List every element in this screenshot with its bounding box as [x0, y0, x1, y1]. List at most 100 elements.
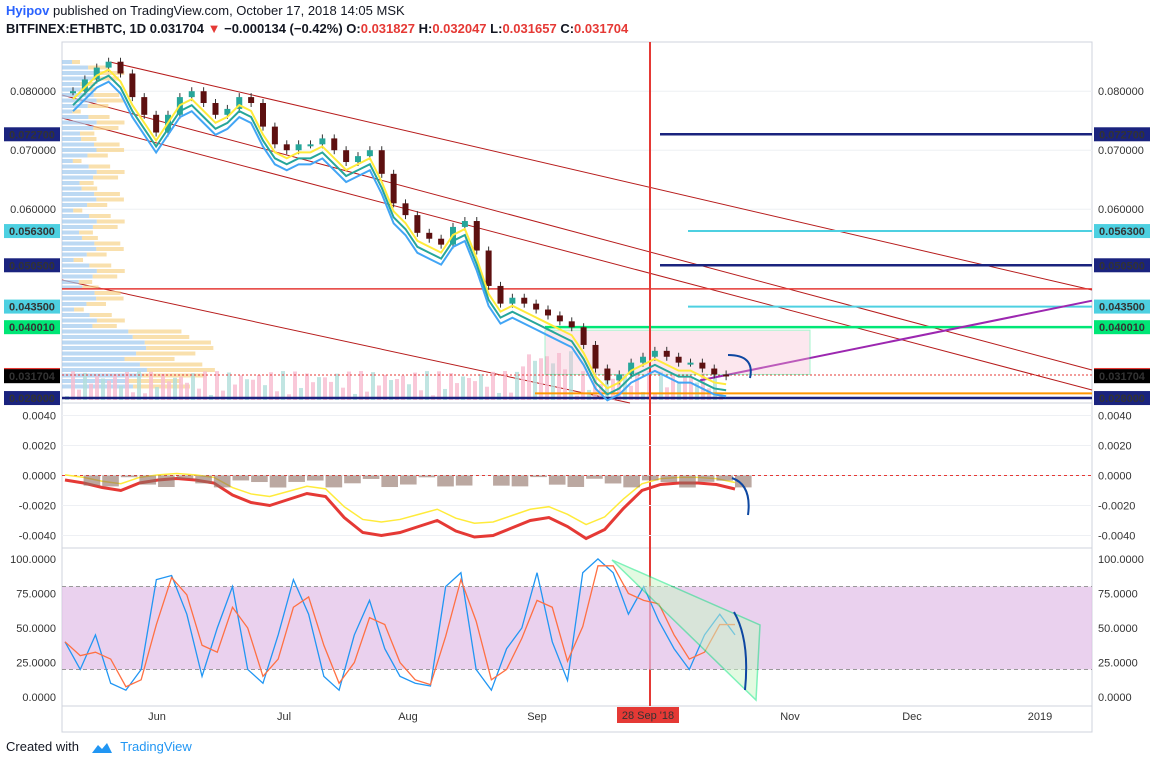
volume-profile-bar	[86, 302, 106, 306]
price-pane[interactable]	[61, 42, 1093, 706]
volume-bar	[413, 372, 417, 400]
volume-profile-bar	[62, 181, 80, 185]
level-label-right-bg	[1094, 258, 1150, 273]
time-tick: 2019	[1028, 711, 1052, 723]
stoch-band	[62, 586, 1092, 670]
macd-histogram-bar	[213, 475, 231, 488]
candle	[675, 356, 682, 363]
time-tick: Jul	[277, 711, 291, 723]
volume-profile-bar	[144, 340, 211, 345]
volume-profile-bar	[62, 153, 88, 158]
volume-bar	[449, 373, 453, 400]
volume-bar	[329, 381, 333, 400]
volume-profile-bar	[62, 104, 88, 108]
candle	[319, 138, 326, 145]
tradingview-brand-link[interactable]: TradingView	[120, 739, 192, 754]
candle	[260, 103, 266, 127]
candle	[640, 356, 646, 363]
volume-profile-bar	[62, 214, 90, 218]
volume-profile-bar	[92, 225, 118, 229]
candle	[438, 238, 445, 245]
macd-histogram-bar	[586, 475, 603, 479]
macd-histogram-bar	[567, 475, 585, 487]
volume-bar	[401, 375, 405, 400]
channel-line	[61, 94, 1093, 371]
volume-profile-bar	[146, 368, 215, 372]
volume-profile-bar	[79, 131, 95, 136]
volume-profile-bar	[62, 302, 87, 306]
level-label-right: 0.031704	[1099, 371, 1146, 383]
level-label-left: 0.056300	[9, 226, 55, 238]
volume-bar	[143, 393, 147, 400]
volume-profile-bar	[62, 318, 97, 323]
author-name[interactable]: Hyipov	[6, 3, 50, 18]
macd-histogram-bar	[530, 475, 547, 478]
macd-tick-right: 0.0000	[1098, 471, 1132, 483]
volume-profile-bar	[62, 87, 81, 92]
macd-tick-left: -0.0020	[19, 501, 56, 513]
level-label-right: 0.028000	[1099, 393, 1145, 405]
macd-tick-right: -0.0040	[1098, 531, 1135, 543]
candle	[592, 344, 599, 369]
candle	[628, 362, 635, 375]
volume-bar	[527, 354, 531, 400]
level-label-left: 0.031704	[9, 371, 56, 383]
stoch-tick-right: 0.0000	[1098, 692, 1132, 704]
level-label-left: 0.072700	[9, 129, 55, 141]
macd-tick-right: 0.0020	[1098, 441, 1132, 453]
level-label-left: 0.043500	[9, 302, 55, 314]
level-label-left-bg	[4, 224, 60, 239]
volume-bar	[569, 351, 573, 400]
volume-profile-bar	[62, 291, 95, 295]
volume-profile-bar	[62, 230, 80, 235]
volume-bar	[563, 369, 567, 400]
volume-profile-bar	[94, 241, 121, 246]
date-highlight-bg	[617, 707, 679, 723]
signal-line	[64, 472, 736, 526]
volume-profile-bar	[62, 71, 97, 75]
level-label-left: 0.028000	[9, 393, 55, 405]
stoch-tick-right: 75.0000	[1098, 588, 1138, 600]
volume-profile-bar	[62, 137, 82, 141]
stoch-pane[interactable]	[62, 558, 1092, 702]
candle	[366, 150, 373, 157]
level-label-right: 0.050500	[1099, 260, 1145, 272]
time-tick: Nov	[780, 711, 800, 723]
created-with-text: Created with	[6, 739, 79, 754]
volume-profile-bar	[96, 219, 125, 224]
level-label-right-bg	[1094, 320, 1150, 335]
macd-histogram-bar	[176, 475, 194, 479]
open-label: O:	[346, 21, 361, 36]
volume-bar	[149, 371, 153, 400]
volume-bar	[233, 384, 237, 400]
macd-histogram-bar	[455, 475, 473, 486]
volume-profile-bar	[74, 307, 84, 312]
volume-profile-bar	[62, 346, 147, 350]
macd-histogram-bar	[418, 475, 436, 478]
volume-profile-bar	[62, 236, 82, 240]
volume-bar	[293, 371, 297, 400]
candle	[568, 321, 575, 328]
volume-bar	[197, 388, 201, 400]
price-tick-right: 0.070000	[1098, 145, 1144, 157]
volume-profile-bar	[96, 71, 125, 75]
stoch-tick-right: 25.0000	[1098, 658, 1138, 670]
volume-bar	[587, 389, 591, 400]
volume-profile-bar	[62, 115, 89, 119]
price-tick-left: 0.080000	[10, 86, 56, 98]
volume-profile-bar	[93, 175, 119, 180]
volume-profile-bar	[62, 98, 97, 103]
macd-histogram-bar	[604, 475, 622, 484]
macd-histogram-bar	[83, 475, 101, 486]
volume-bar	[521, 366, 525, 400]
macd-pane[interactable]	[62, 415, 1092, 541]
volume-profile-bar	[62, 252, 87, 257]
volume-bar	[455, 383, 459, 400]
volume-profile-bar	[81, 236, 98, 240]
volume-bar	[473, 381, 477, 400]
volume-bar	[503, 371, 507, 400]
level-label-right-bg	[1094, 299, 1150, 314]
volume-bar	[251, 379, 255, 400]
macd-histogram-bar	[679, 475, 696, 488]
